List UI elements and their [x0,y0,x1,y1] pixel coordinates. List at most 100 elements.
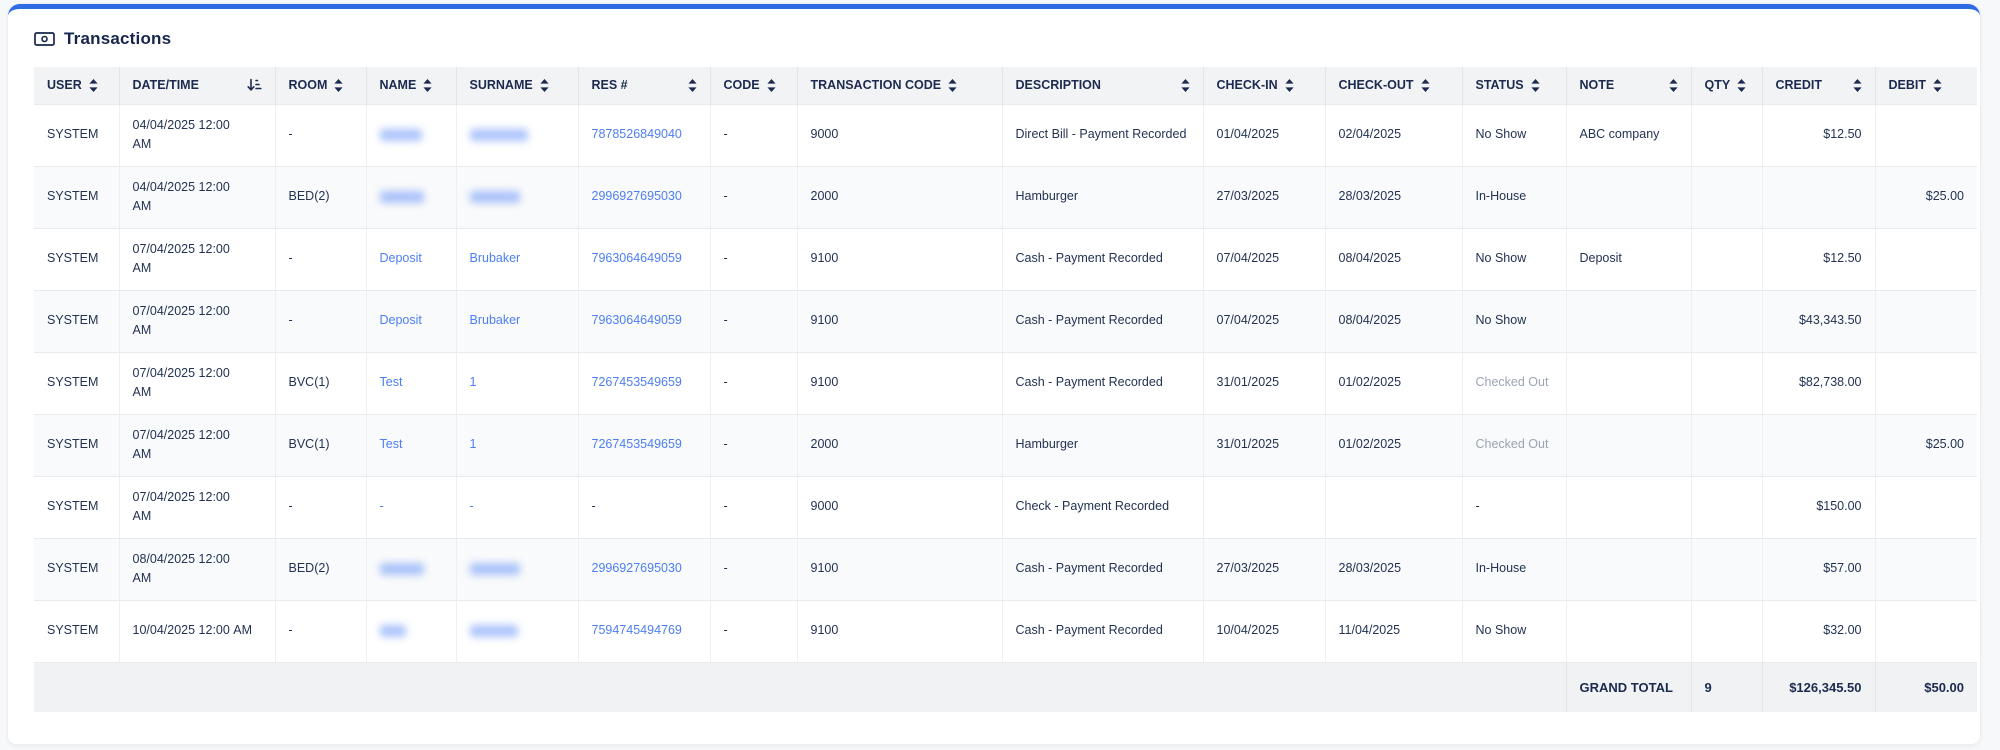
cell-checkin: 27/03/2025 [1203,538,1326,601]
name-link[interactable]: Deposit [379,313,422,328]
cell-checkin [1203,476,1326,539]
column-label: USER [47,78,82,93]
name-link[interactable]: Test [379,437,403,452]
column-header-name[interactable]: NAME [366,67,457,104]
redacted-surname[interactable] [469,625,518,638]
sort-icon[interactable] [767,78,776,92]
column-header-user[interactable]: USER [34,67,120,104]
sort-icon[interactable] [1420,78,1430,92]
surname-link[interactable]: Brubaker [469,251,521,266]
column-header-credit[interactable]: CREDIT [1762,67,1876,104]
column-header-status[interactable]: STATUS [1462,67,1567,104]
redacted-name[interactable] [379,191,424,204]
cell-name[interactable]: Test [366,414,457,477]
sort-icon[interactable] [89,78,98,92]
cell-name[interactable]: Deposit [366,290,457,353]
cell-description: Hamburger [1002,414,1204,477]
res-link[interactable]: 7267453549659 [591,375,682,390]
cell-surname[interactable]: 1 [456,414,579,477]
column-header-checkin[interactable]: CHECK-IN [1203,67,1326,104]
redacted-name[interactable] [379,625,406,638]
sort-icon[interactable] [687,78,697,92]
cell-qty [1691,538,1763,601]
card-header: Transactions [34,29,1954,49]
cell-txcode: 9100 [797,600,1003,663]
cell-surname[interactable]: Brubaker [456,228,579,291]
cell-surname[interactable] [456,538,579,601]
cell-name[interactable]: Test [366,352,457,415]
sort-icon[interactable] [334,78,343,92]
cell-name[interactable] [366,538,457,601]
cell-res[interactable]: 7963064649059 [578,228,711,291]
grand-total-credit: $126,345.50 [1762,661,1876,712]
res-link[interactable]: 2996927695030 [591,189,682,204]
sort-icon[interactable] [1531,78,1540,92]
cell-name[interactable] [366,166,457,229]
cell-surname[interactable]: 1 [456,352,579,415]
column-header-res[interactable]: RES # [578,67,711,104]
cell-qty [1691,103,1763,167]
cell-res[interactable]: 7594745494769 [578,600,711,663]
redacted-name[interactable] [379,563,424,576]
surname-link[interactable]: Brubaker [469,313,521,328]
column-header-qty[interactable]: QTY [1691,67,1763,104]
cell-res[interactable]: 7267453549659 [578,414,711,477]
sort-icon[interactable] [423,78,432,92]
cell-credit: $150.00 [1762,476,1876,539]
cell-res[interactable]: 7267453549659 [578,352,711,415]
cell-res[interactable]: 2996927695030 [578,166,711,229]
column-header-code[interactable]: CODE [710,67,798,104]
res-link[interactable]: 2996927695030 [591,561,682,576]
cell-surname[interactable]: - [456,476,579,539]
cell-res[interactable]: 2996927695030 [578,538,711,601]
res-link[interactable]: 7267453549659 [591,437,682,452]
cell-name[interactable] [366,600,457,663]
sort-icon[interactable] [540,78,549,92]
checkin-value: 07/04/2025 [1216,251,1280,266]
column-header-txcode[interactable]: TRANSACTION CODE [797,67,1003,104]
redacted-surname[interactable] [469,129,528,142]
cell-name[interactable]: - [366,476,457,539]
cell-name[interactable] [366,103,457,167]
res-link[interactable]: 7963064649059 [591,313,682,328]
sort-icon[interactable] [1737,78,1746,92]
name-link[interactable]: Deposit [379,251,422,266]
sort-icon[interactable] [1852,78,1862,92]
cell-checkout: 11/04/2025 [1325,600,1463,663]
sort-desc-icon[interactable] [246,78,262,92]
column-header-debit[interactable]: DEBIT [1875,67,1977,104]
cell-surname[interactable] [456,600,579,663]
column-header-note[interactable]: NOTE [1566,67,1692,104]
sort-icon[interactable] [1285,78,1294,92]
name-link[interactable]: - [379,499,384,514]
cell-surname[interactable]: Brubaker [456,290,579,353]
cell-surname[interactable] [456,103,579,167]
cell-qty [1691,352,1763,415]
res-link[interactable]: 7963064649059 [591,251,682,266]
res-link[interactable]: 7878526849040 [591,127,682,142]
surname-link[interactable]: - [469,499,474,514]
column-header-checkout[interactable]: CHECK-OUT [1325,67,1463,104]
name-link[interactable]: Test [379,375,403,390]
sort-icon[interactable] [1933,78,1942,92]
sort-icon[interactable] [948,78,957,92]
cell-name[interactable]: Deposit [366,228,457,291]
redacted-name[interactable] [379,129,422,142]
cell-res[interactable]: 7963064649059 [578,290,711,353]
res-link[interactable]: 7594745494769 [591,623,682,638]
column-header-datetime[interactable]: DATE/TIME [119,67,276,104]
redacted-surname[interactable] [469,563,520,576]
cell-code: - [710,166,798,229]
surname-link[interactable]: 1 [469,437,477,452]
cell-surname[interactable] [456,166,579,229]
sort-icon[interactable] [1180,78,1190,92]
column-header-room[interactable]: ROOM [275,67,367,104]
cell-checkout: 01/02/2025 [1325,414,1463,477]
cell-status: No Show [1462,290,1567,353]
column-header-description[interactable]: DESCRIPTION [1002,67,1204,104]
sort-icon[interactable] [1668,78,1678,92]
surname-link[interactable]: 1 [469,375,477,390]
cell-res[interactable]: 7878526849040 [578,103,711,167]
column-header-surname[interactable]: SURNAME [456,67,579,104]
redacted-surname[interactable] [469,191,520,204]
